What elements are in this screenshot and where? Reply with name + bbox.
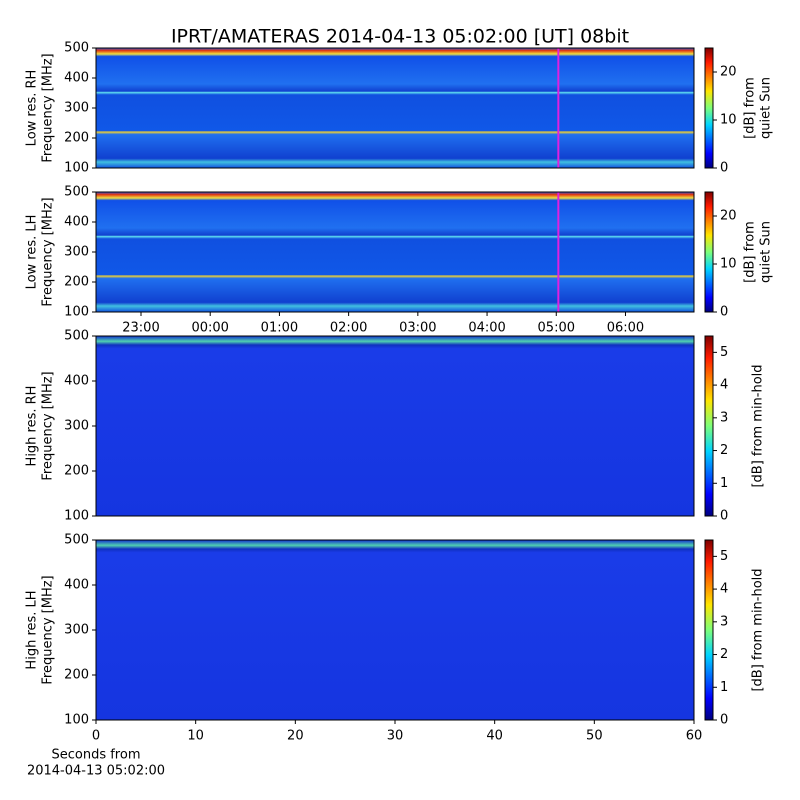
x-tick-label: 00:00 xyxy=(191,321,228,336)
x-tick-label: 30 xyxy=(387,729,404,744)
x-tick-label: 03:00 xyxy=(399,321,436,336)
spectrogram xyxy=(96,48,694,168)
colorbar-tick-label: 4 xyxy=(720,582,728,597)
colorbar-tick-label: 20 xyxy=(720,65,737,80)
colorbar-tick-label: 1 xyxy=(720,680,728,695)
colorbar-tick-label: 2 xyxy=(720,443,728,458)
colorbar xyxy=(704,539,714,721)
x-tick-label: 02:00 xyxy=(330,321,367,336)
y-axis-label: Frequency [MHz] xyxy=(41,575,56,684)
figure-title: IPRT/AMATERAS 2014-04-13 05:02:00 [UT] 0… xyxy=(171,26,629,48)
x-tick-label: 10 xyxy=(187,729,204,744)
colorbar-label: [dB] from min-hold xyxy=(751,568,766,691)
x-tick-label: 0 xyxy=(92,729,100,744)
colorbar-tick-label: 2 xyxy=(720,647,728,662)
y-axis-label: High res. RH xyxy=(25,386,40,467)
y-axis-label: High res. LH xyxy=(25,590,40,669)
y-tick-label: 400 xyxy=(64,578,89,593)
colorbar-tick-label: 0 xyxy=(720,161,728,176)
y-tick-label: 400 xyxy=(64,374,89,389)
colorbar xyxy=(704,191,714,313)
colorbar-tick-label: 5 xyxy=(720,345,728,360)
y-tick-label: 300 xyxy=(64,623,89,638)
x-tick-label: 04:00 xyxy=(468,321,505,336)
y-tick-label: 200 xyxy=(64,464,89,479)
y-tick-label: 500 xyxy=(64,41,89,56)
y-axis-label: Low res. LH xyxy=(25,215,40,290)
spectrogram xyxy=(96,540,694,720)
y-tick-label: 100 xyxy=(64,509,89,524)
colorbar-tick-label: 10 xyxy=(720,113,737,128)
colorbar-tick-label: 1 xyxy=(720,476,728,491)
colorbar-tick-label: 4 xyxy=(720,378,728,393)
colorbar-tick-label: 20 xyxy=(720,209,737,224)
x-tick-label: 05:00 xyxy=(538,321,575,336)
spectrogram xyxy=(96,336,694,516)
colorbar-tick-label: 5 xyxy=(720,549,728,564)
colorbar-label: quiet Sun xyxy=(759,221,774,283)
y-axis-label: Frequency [MHz] xyxy=(41,53,56,162)
x-tick-label: 06:00 xyxy=(607,321,644,336)
colorbar-tick-label: 0 xyxy=(720,305,728,320)
y-tick-label: 200 xyxy=(64,275,89,290)
y-tick-label: 300 xyxy=(64,101,89,116)
colorbar-tick-label: 10 xyxy=(720,257,737,272)
colorbar-label: quiet Sun xyxy=(759,77,774,139)
colorbar-tick-label: 3 xyxy=(720,614,728,629)
y-tick-label: 100 xyxy=(64,161,89,176)
y-tick-label: 300 xyxy=(64,245,89,260)
x-tick-label: 40 xyxy=(486,729,503,744)
colorbar xyxy=(704,335,714,517)
y-axis-label: Low res. RH xyxy=(25,70,40,147)
y-tick-label: 100 xyxy=(64,713,89,728)
x-axis-label: Seconds from xyxy=(51,748,140,763)
y-tick-label: 500 xyxy=(64,533,89,548)
x-tick-label: 50 xyxy=(586,729,603,744)
x-tick-label: 23:00 xyxy=(122,321,159,336)
y-tick-label: 500 xyxy=(64,185,89,200)
spectrogram xyxy=(96,192,694,312)
colorbar-label: [dB] from xyxy=(743,77,758,139)
x-tick-label: 20 xyxy=(287,729,304,744)
colorbar-tick-label: 3 xyxy=(720,410,728,425)
y-tick-label: 200 xyxy=(64,668,89,683)
x-tick-label: 60 xyxy=(686,729,703,744)
y-tick-label: 400 xyxy=(64,215,89,230)
y-axis-label: Frequency [MHz] xyxy=(41,371,56,480)
y-tick-label: 200 xyxy=(64,131,89,146)
y-tick-label: 400 xyxy=(64,71,89,86)
colorbar xyxy=(704,47,714,169)
colorbar-tick-label: 0 xyxy=(720,509,728,524)
x-tick-label: 01:00 xyxy=(261,321,298,336)
y-axis-label: Frequency [MHz] xyxy=(41,197,56,306)
colorbar-label: [dB] from xyxy=(743,221,758,283)
x-axis-label: 2014-04-13 05:02:00 xyxy=(27,764,165,779)
colorbar-label: [dB] from min-hold xyxy=(751,364,766,487)
y-tick-label: 100 xyxy=(64,305,89,320)
colorbar-tick-label: 0 xyxy=(720,713,728,728)
y-tick-label: 300 xyxy=(64,419,89,434)
y-tick-label: 500 xyxy=(64,329,89,344)
